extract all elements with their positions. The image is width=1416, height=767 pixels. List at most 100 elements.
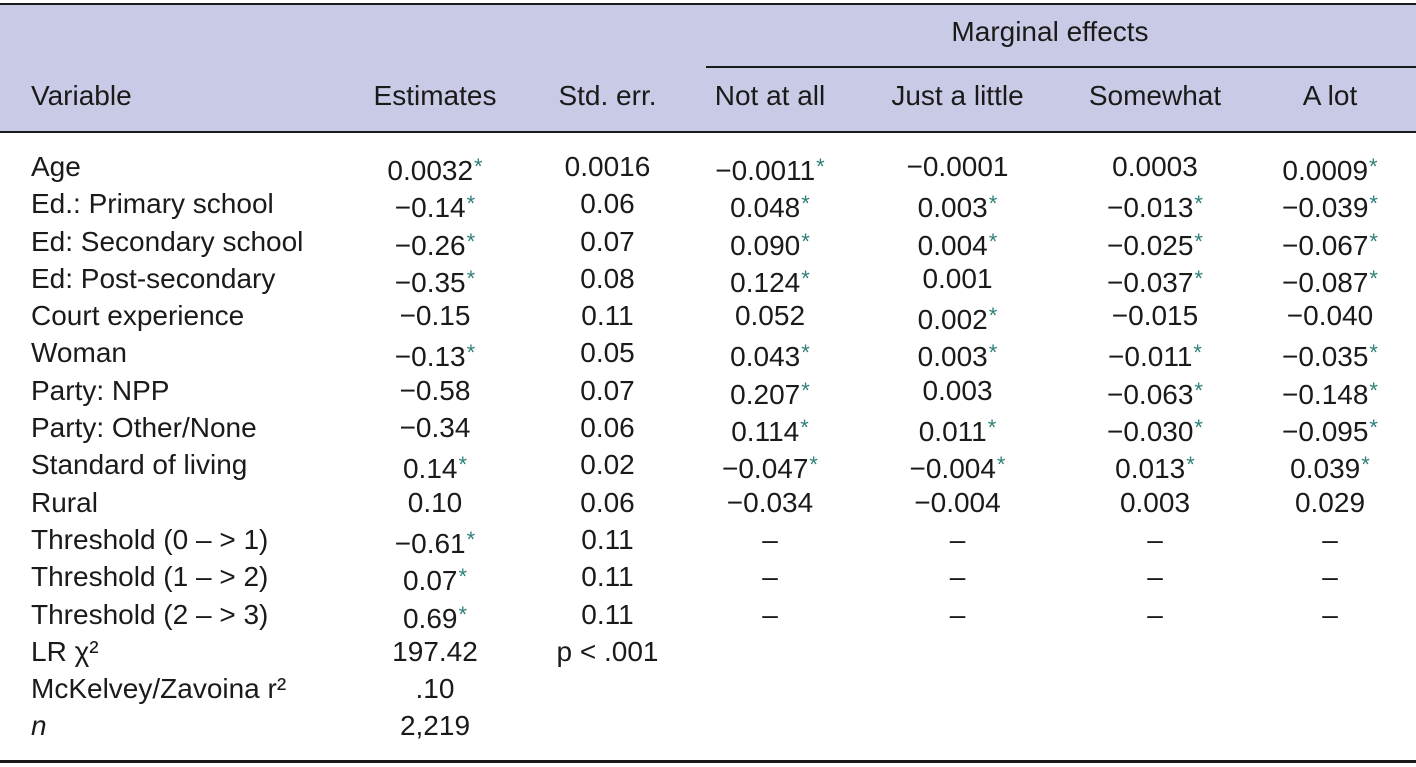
cell-value: Ed.: Primary school	[31, 188, 274, 220]
cell-value: –	[949, 598, 966, 630]
span-rule	[706, 66, 1416, 68]
cell-just-a-little: 0.002*	[865, 297, 1050, 338]
table-row-rural: Rural 0.10 0.06 −0.034 −0.004 0.003 0.029	[0, 484, 1416, 521]
significance-star: *	[466, 340, 476, 366]
significance-star: *	[1369, 415, 1378, 441]
cell-value: 0.029	[1294, 486, 1366, 518]
cell-a-lot: –	[1255, 521, 1405, 558]
cell-value: −0.011	[1108, 341, 1193, 373]
cell-estimate: 197.42	[355, 633, 515, 670]
cell-value: 0.002	[917, 304, 988, 336]
cell-just-a-little: –	[865, 558, 1050, 595]
significance-star: *	[1194, 377, 1203, 403]
significance-star: *	[458, 564, 468, 590]
cell-value: 0.0009	[1282, 155, 1369, 186]
cell-a-lot: −0.067*	[1255, 223, 1405, 264]
significance-star: *	[458, 452, 468, 478]
cell-value: Threshold (2 – > 3)	[31, 598, 269, 630]
cell-somewhat: −0.011*	[1065, 334, 1245, 375]
cell-a-lot: −0.039*	[1255, 185, 1405, 226]
cell-somewhat: −0.013*	[1065, 185, 1245, 226]
cell-value: −0.61	[394, 527, 466, 559]
cell-value: –	[1147, 561, 1163, 593]
cell-a-lot: −0.040	[1255, 297, 1405, 334]
cell-std-err: p < .001	[525, 633, 690, 670]
cell-just-a-little: 0.003*	[865, 334, 1050, 375]
cell-value: Threshold (1 – > 2)	[31, 561, 269, 593]
significance-star: *	[816, 154, 825, 179]
cell-variable: LR χ²	[31, 633, 351, 670]
cell-value: Ed: Post-secondary	[31, 262, 276, 294]
cell-somewhat: −0.037*	[1065, 260, 1245, 301]
cell-not-at-all: 0.052	[690, 297, 850, 334]
cell-std-err: 0.02	[525, 446, 690, 483]
cell-variable: Court experience	[31, 297, 351, 334]
significance-star: *	[1361, 452, 1370, 478]
cell-value: n	[31, 710, 47, 742]
cell-estimate: 0.14*	[355, 446, 515, 487]
cell-std-err: 0.06	[525, 484, 690, 521]
cell-estimate: −0.61*	[355, 521, 515, 562]
cell-estimate: −0.35*	[355, 260, 515, 301]
cell-value: 0.001	[922, 262, 993, 294]
col-header-somewhat: Somewhat	[1088, 80, 1222, 111]
cell-value: 0.06	[580, 486, 635, 518]
cell-std-err: 0.0016	[525, 148, 690, 185]
significance-star: *	[801, 191, 810, 217]
cell-somewhat: –	[1065, 596, 1245, 633]
table-row-court-experience: Court experience −0.15 0.11 0.052 0.002* −0.0…	[0, 297, 1416, 335]
cell-not-at-all: 0.043*	[690, 334, 850, 375]
cell-a-lot: −0.148*	[1255, 372, 1405, 413]
significance-star: *	[988, 340, 998, 366]
significance-star: *	[987, 415, 997, 441]
cell-not-at-all: –	[690, 521, 850, 558]
cell-somewhat: 0.0003	[1065, 148, 1245, 185]
cell-estimate: −0.34	[355, 409, 515, 446]
cell-std-err: 0.07	[525, 372, 690, 409]
cell-variable: Rural	[31, 484, 351, 521]
cell-a-lot: −0.035*	[1255, 334, 1405, 375]
cell-not-at-all: 0.048*	[690, 185, 850, 226]
cell-somewhat: −0.030*	[1065, 409, 1245, 450]
col-header-just-a-little: Just a little	[891, 80, 1024, 111]
significance-star: *	[1194, 191, 1203, 217]
cell-value: –	[1147, 523, 1163, 555]
cell-value: −0.58	[399, 374, 471, 406]
cell-value: –	[762, 598, 778, 630]
cell-value: −0.0001	[906, 151, 1009, 182]
cell-value: −0.039	[1282, 192, 1369, 224]
significance-star: *	[466, 265, 476, 291]
header-rule	[0, 131, 1416, 133]
cell-value: Standard of living	[31, 449, 248, 481]
cell-value: −0.030	[1107, 416, 1194, 448]
cell-value: McKelvey/Zavoina r²	[31, 673, 287, 705]
cell-just-a-little: −0.0001	[865, 148, 1050, 185]
cell-value: 2,219	[399, 710, 471, 742]
cell-somewhat: −0.025*	[1065, 223, 1245, 264]
significance-star: *	[1369, 265, 1378, 291]
cell-std-err: 0.11	[525, 297, 690, 334]
significance-star: *	[1369, 154, 1378, 179]
significance-star: *	[466, 526, 476, 552]
cell-value: 0.0032	[387, 155, 474, 186]
cell-not-at-all: 0.207*	[690, 372, 850, 413]
significance-star: *	[1194, 228, 1203, 254]
cell-value: 0.10	[407, 486, 463, 518]
cell-value: LR χ²	[31, 635, 99, 667]
cell-just-a-little: 0.003	[865, 372, 1050, 409]
cell-value: 0.0003	[1112, 151, 1198, 182]
significance-star: *	[801, 228, 810, 254]
cell-value: −0.025	[1107, 229, 1194, 261]
table-row-ed-secondary: Ed: Secondary school −0.26* 0.07 0.090* 0.00…	[0, 223, 1416, 261]
cell-a-lot: 0.029	[1255, 484, 1405, 521]
cell-value: 0.052	[734, 300, 806, 332]
cell-value: .10	[415, 673, 455, 705]
cell-value: 0.11	[581, 300, 634, 332]
cell-a-lot: −0.095*	[1255, 409, 1405, 450]
table-row-lr-chi2: LR χ² 197.42 p < .001	[0, 633, 1416, 670]
cell-value: 0.114	[731, 416, 800, 448]
table-row-standard-of-living: Standard of living 0.14* 0.02 −0.047* −0.004…	[0, 446, 1416, 484]
cell-a-lot: 0.039*	[1255, 446, 1405, 487]
significance-star: *	[1369, 340, 1378, 366]
cell-value: −0.095	[1282, 416, 1369, 448]
